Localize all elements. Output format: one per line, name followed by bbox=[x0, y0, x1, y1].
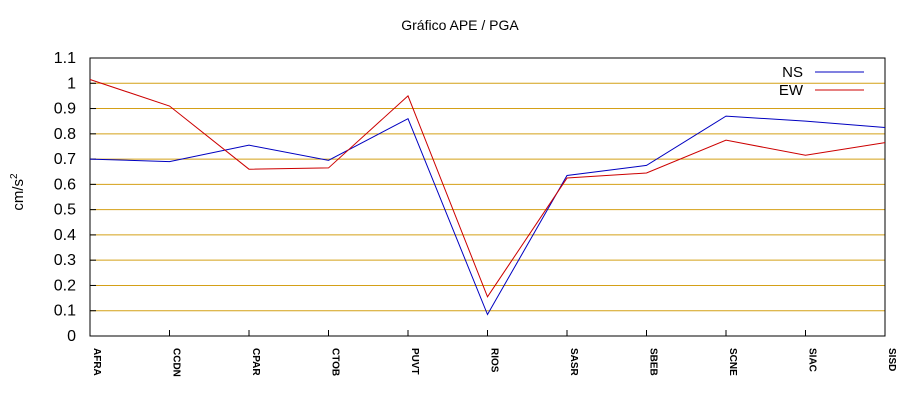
x-tick-label-ccdn: CCDN bbox=[171, 348, 182, 377]
y-tick-label: 0 bbox=[67, 328, 76, 345]
y-tick-label: 0.5 bbox=[54, 202, 76, 219]
x-tick-label-siac: SIAC bbox=[807, 348, 818, 372]
series-line-ns bbox=[89, 115, 886, 316]
series-line-ew bbox=[89, 79, 886, 298]
x-axis-ticks: AFRA CCDN CPAR CTOB PUVT RIOS SASR SBEB SCNE SIAC… bbox=[89, 330, 897, 377]
x-tick-label-puvt: PUVT bbox=[409, 348, 420, 375]
y-tick-label: 0.7 bbox=[54, 151, 76, 168]
y-tick-label: 0.2 bbox=[54, 277, 76, 294]
legend-label-ns: NS bbox=[782, 64, 803, 81]
y-tick-label: 1 bbox=[67, 75, 76, 92]
y-axis-ticks: 0 0.1 0.2 0.3 0.4 0.5 0.6 0.7 0.8 0.9 1 1.1 bbox=[54, 50, 96, 345]
x-tick-label-sbeb: SBEB bbox=[648, 348, 659, 376]
y-tick-label: 0.8 bbox=[54, 126, 76, 143]
y-tick-label: 0.3 bbox=[54, 252, 76, 269]
legend-label-ew: EW bbox=[779, 82, 804, 99]
x-tick-label-rios: RIOS bbox=[489, 348, 500, 373]
y-tick-label: 0.4 bbox=[54, 227, 76, 244]
x-tick-label-sisd: SISD bbox=[886, 348, 897, 371]
x-tick-label-scne: SCNE bbox=[727, 348, 738, 376]
series-lines bbox=[89, 79, 886, 316]
x-tick-label-cpar: CPAR bbox=[250, 348, 261, 376]
grid-lines bbox=[90, 82, 885, 312]
plot-frame bbox=[89, 57, 886, 337]
x-tick-label-afra: AFRA bbox=[91, 348, 102, 376]
x-tick-label-sasr: SASR bbox=[568, 348, 579, 377]
y-tick-label: 0.1 bbox=[54, 303, 76, 320]
y-tick-label: 1.1 bbox=[54, 50, 76, 67]
y-tick-label: 0.9 bbox=[54, 101, 76, 118]
x-tick-label-ctob: CTOB bbox=[330, 348, 341, 376]
chart-title: Gráfico APE / PGA bbox=[401, 17, 519, 33]
y-tick-label: 0.6 bbox=[54, 176, 76, 193]
